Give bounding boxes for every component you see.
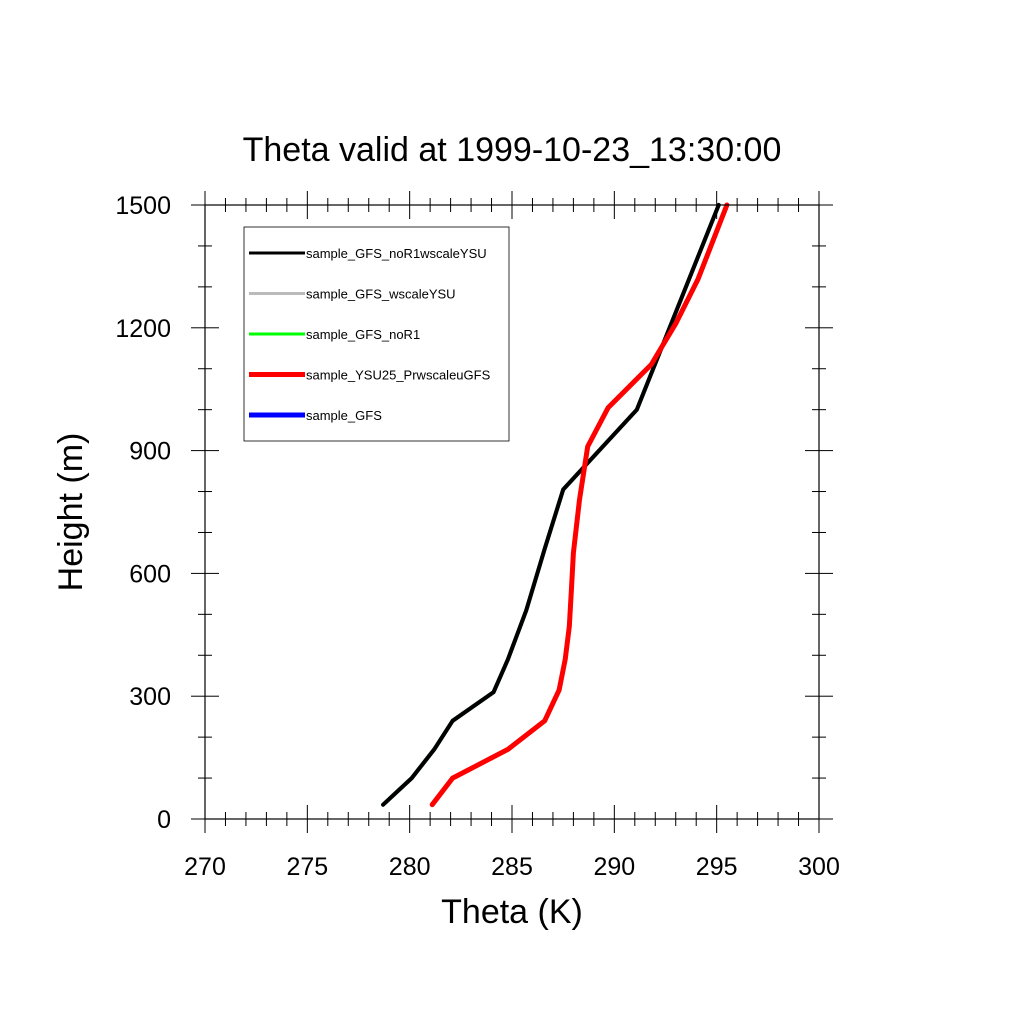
legend-label: sample_GFS_wscaleYSU: [306, 287, 456, 302]
x-tick-label: 270: [184, 853, 226, 881]
ticks-layer: [191, 191, 833, 833]
legend-label: sample_GFS_noR1: [306, 327, 420, 342]
y-tick-label: 0: [157, 806, 171, 834]
legend: sample_GFS_noR1wscaleYSU sample_GFS_wscal…: [243, 226, 510, 442]
x-tick-label: 280: [389, 853, 431, 881]
y-tick-label: 900: [129, 438, 171, 466]
x-axis-label: Theta (K): [441, 893, 583, 931]
x-tick-label: 300: [798, 853, 840, 881]
x-tick-label: 295: [696, 853, 738, 881]
x-tick-label: 285: [491, 853, 533, 881]
legend-label: sample_GFS_noR1wscaleYSU: [306, 246, 487, 261]
legend-label: sample_GFS: [306, 408, 382, 423]
x-tick-label: 275: [286, 853, 328, 881]
x-tick-labels: 270 275 280 285 290 295 300: [184, 853, 840, 881]
series-line-sample_GFS_noR1wscaleYSU: [381, 203, 721, 807]
legend-label: sample_YSU25_PrwscaleuGFS: [306, 368, 491, 383]
y-tick-label: 600: [129, 560, 171, 588]
series-layer: [381, 202, 730, 808]
x-tick-label: 290: [593, 853, 635, 881]
y-axis-label: Height (m): [52, 433, 90, 592]
y-tick-labels: 0 300 600 900 1200 1500: [115, 192, 171, 834]
series-line-sample_YSU25_PrwscaleuGFS: [429, 202, 730, 808]
y-tick-label: 1200: [115, 315, 171, 343]
y-tick-label: 300: [129, 683, 171, 711]
chart-title: Theta valid at 1999-10-23_13:30:00: [243, 131, 782, 169]
y-tick-label: 1500: [115, 192, 171, 220]
